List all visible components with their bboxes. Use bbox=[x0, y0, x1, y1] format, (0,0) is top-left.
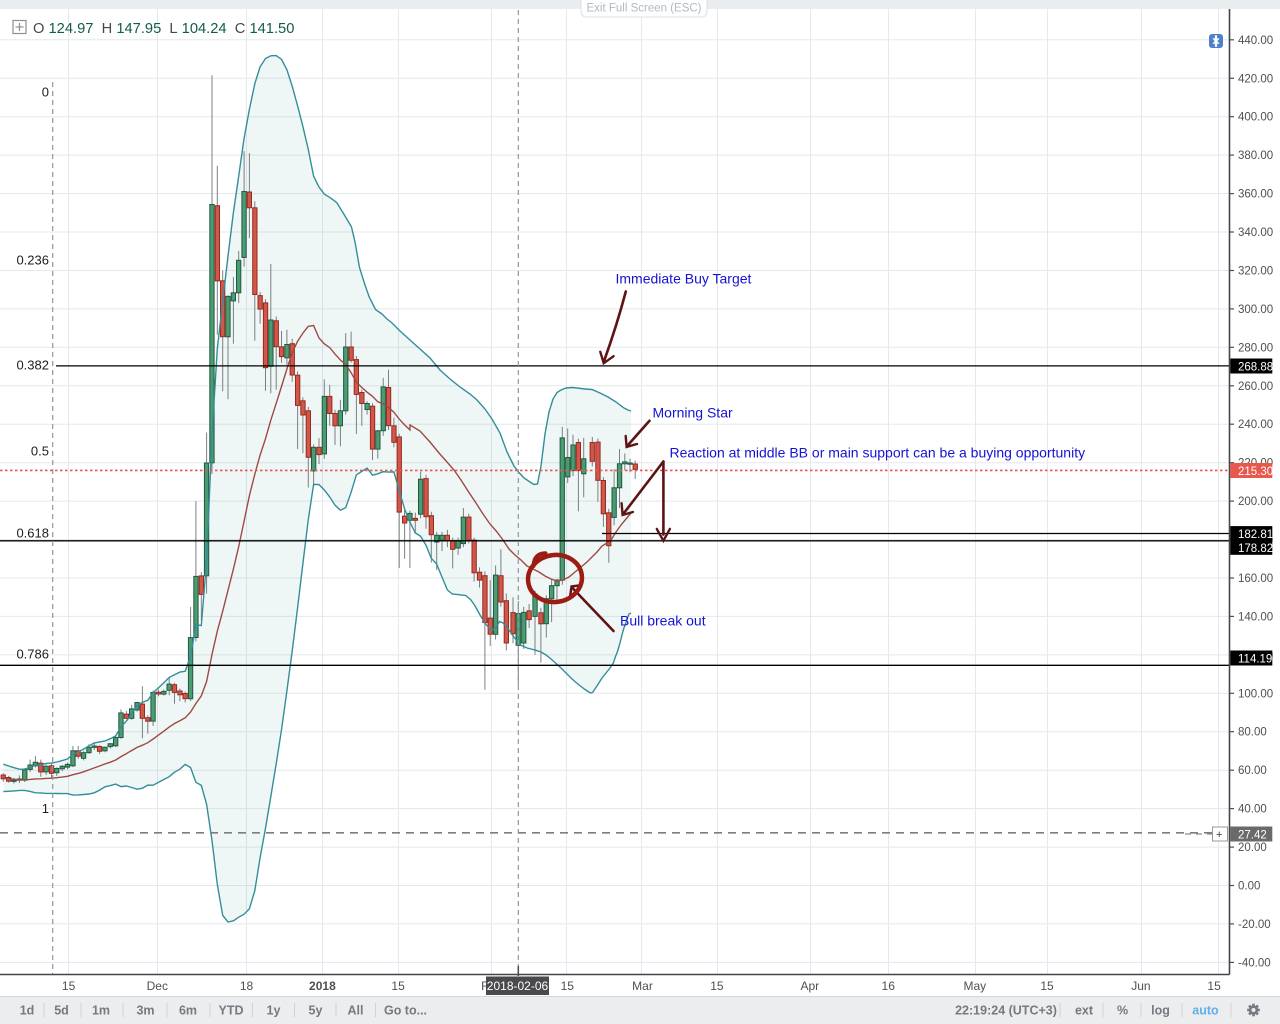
svg-text:Jun: Jun bbox=[1131, 979, 1150, 993]
svg-text:1y: 1y bbox=[267, 1004, 281, 1018]
svg-text:215.30: 215.30 bbox=[1238, 466, 1273, 478]
svg-text:2018: 2018 bbox=[309, 979, 336, 993]
svg-text:log: log bbox=[1151, 1004, 1170, 1018]
svg-text:Reaction at middle BB or main: Reaction at middle BB or main support ca… bbox=[670, 445, 1086, 461]
svg-text:15: 15 bbox=[62, 979, 76, 993]
svg-text:-40.00: -40.00 bbox=[1238, 957, 1271, 969]
svg-text:0.00: 0.00 bbox=[1238, 881, 1260, 893]
svg-text:All: All bbox=[348, 1004, 364, 1018]
svg-text:40.00: 40.00 bbox=[1238, 804, 1267, 816]
svg-text:240.00: 240.00 bbox=[1238, 419, 1273, 431]
svg-text:340.00: 340.00 bbox=[1238, 227, 1273, 239]
svg-text:114.19: 114.19 bbox=[1238, 654, 1272, 666]
svg-text:178.82: 178.82 bbox=[1238, 543, 1273, 555]
svg-text:Bull break out: Bull break out bbox=[620, 613, 706, 629]
svg-text:268.88: 268.88 bbox=[1238, 362, 1273, 374]
svg-text:1m: 1m bbox=[92, 1004, 110, 1018]
svg-text:2018-02-06: 2018-02-06 bbox=[487, 979, 549, 993]
svg-text:15: 15 bbox=[1040, 979, 1054, 993]
svg-text:80.00: 80.00 bbox=[1238, 727, 1267, 739]
svg-text:0: 0 bbox=[42, 85, 49, 100]
svg-text:Morning Star: Morning Star bbox=[653, 405, 733, 421]
svg-text:420.00: 420.00 bbox=[1238, 73, 1273, 85]
svg-text:YTD: YTD bbox=[219, 1004, 244, 1018]
svg-text:Mar: Mar bbox=[632, 979, 653, 993]
svg-text:440.00: 440.00 bbox=[1238, 35, 1273, 47]
svg-text:160.00: 160.00 bbox=[1238, 573, 1273, 585]
svg-text:22:19:24 (UTC+3): 22:19:24 (UTC+3) bbox=[955, 1004, 1057, 1018]
svg-text:-20.00: -20.00 bbox=[1238, 919, 1271, 931]
svg-text:300.00: 300.00 bbox=[1238, 304, 1273, 316]
svg-text:3m: 3m bbox=[136, 1004, 154, 1018]
svg-text:5y: 5y bbox=[309, 1004, 323, 1018]
svg-text:400.00: 400.00 bbox=[1238, 112, 1273, 124]
svg-text:6m: 6m bbox=[179, 1004, 197, 1018]
svg-text:60.00: 60.00 bbox=[1238, 765, 1267, 777]
svg-text:+: + bbox=[1216, 829, 1222, 841]
svg-text:140.00: 140.00 bbox=[1238, 611, 1273, 623]
svg-text:1d: 1d bbox=[20, 1004, 35, 1018]
svg-text:15: 15 bbox=[1207, 979, 1221, 993]
svg-text:380.00: 380.00 bbox=[1238, 150, 1273, 162]
svg-text:1: 1 bbox=[42, 801, 49, 816]
svg-text:18: 18 bbox=[240, 979, 254, 993]
svg-text:16: 16 bbox=[882, 979, 896, 993]
svg-text:360.00: 360.00 bbox=[1238, 189, 1273, 201]
svg-text:100.00: 100.00 bbox=[1238, 688, 1273, 700]
svg-text:182.81: 182.81 bbox=[1238, 529, 1273, 541]
svg-text:0.786: 0.786 bbox=[16, 647, 49, 662]
svg-text:0.382: 0.382 bbox=[16, 358, 49, 373]
svg-text:Apr: Apr bbox=[800, 979, 819, 993]
svg-text:%: % bbox=[1117, 1004, 1128, 1018]
svg-text:280.00: 280.00 bbox=[1238, 342, 1273, 354]
svg-text:May: May bbox=[963, 979, 986, 993]
svg-text:Dec: Dec bbox=[147, 979, 168, 993]
svg-text:auto: auto bbox=[1192, 1004, 1219, 1018]
svg-text:O 124.97 H 147.95 L 104.24: O 124.97 H 147.95 L 104.24 C 141.50 bbox=[33, 21, 294, 37]
svg-text:27.42: 27.42 bbox=[1238, 830, 1267, 842]
svg-text:320.00: 320.00 bbox=[1238, 266, 1273, 278]
svg-text:20.00: 20.00 bbox=[1238, 842, 1267, 854]
svg-text:0.5: 0.5 bbox=[31, 444, 49, 459]
svg-text:0.618: 0.618 bbox=[16, 526, 49, 541]
svg-text:15: 15 bbox=[391, 979, 405, 993]
svg-text:Immediate Buy Target: Immediate Buy Target bbox=[616, 271, 752, 287]
svg-text:Exit Full Screen (ESC): Exit Full Screen (ESC) bbox=[586, 3, 701, 15]
svg-text:15: 15 bbox=[561, 979, 575, 993]
svg-text:200.00: 200.00 bbox=[1238, 496, 1273, 508]
svg-text:5d: 5d bbox=[54, 1004, 69, 1018]
svg-text:Go to...: Go to... bbox=[384, 1004, 427, 1018]
svg-text:260.00: 260.00 bbox=[1238, 381, 1273, 393]
svg-text:15: 15 bbox=[710, 979, 724, 993]
svg-text:ext: ext bbox=[1075, 1004, 1094, 1018]
svg-text:0.236: 0.236 bbox=[16, 253, 49, 268]
